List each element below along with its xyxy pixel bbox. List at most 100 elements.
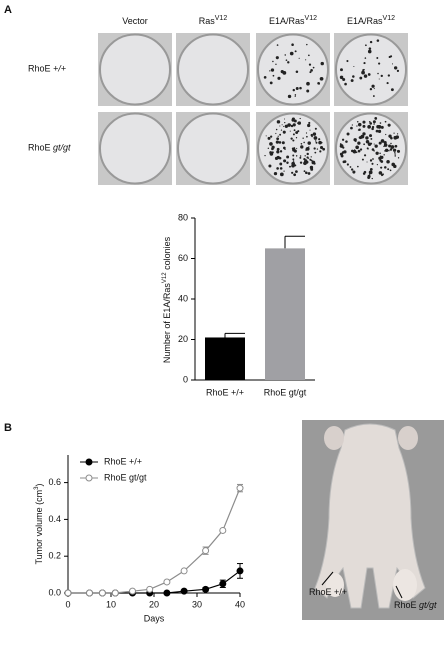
colony <box>292 139 295 142</box>
colony <box>312 66 315 69</box>
colony <box>367 49 372 54</box>
colony <box>353 138 357 142</box>
colony <box>364 57 367 59</box>
colony <box>270 68 275 72</box>
colony <box>383 140 387 145</box>
colony <box>339 146 341 148</box>
y-tick-label: 0.0 <box>48 587 61 597</box>
colony <box>282 146 286 150</box>
header-sup: V12 <box>383 15 396 22</box>
colony <box>396 149 401 153</box>
colony <box>375 129 379 133</box>
colony <box>284 122 286 124</box>
colony <box>295 137 298 139</box>
point <box>98 589 106 597</box>
colony <box>279 167 283 170</box>
colony <box>388 134 392 138</box>
colony <box>375 151 379 155</box>
colony <box>278 156 282 160</box>
colony <box>284 148 286 151</box>
colony <box>366 161 368 163</box>
colony <box>378 156 382 160</box>
row-label: RhoE gt/gt <box>28 143 71 153</box>
colony <box>387 123 391 127</box>
colony <box>315 141 318 144</box>
colony <box>299 161 303 164</box>
colony <box>379 159 382 162</box>
colony <box>296 147 298 149</box>
colony <box>274 156 279 160</box>
colony <box>294 94 297 96</box>
colony <box>368 170 373 175</box>
colony <box>292 133 295 136</box>
x-tick-label: RhoE +/+ <box>206 387 244 397</box>
colony <box>368 121 371 123</box>
y-tick-label: 0.4 <box>48 514 61 524</box>
colony <box>314 127 317 130</box>
colony <box>352 149 357 154</box>
tumor <box>393 569 417 601</box>
colony <box>294 95 296 97</box>
colony <box>307 172 311 175</box>
colony <box>318 82 321 85</box>
colony <box>355 151 358 154</box>
colony <box>310 68 313 72</box>
colony <box>265 135 267 137</box>
x-tick-label: RhoE gt/gt <box>264 387 307 397</box>
colony <box>313 147 316 150</box>
colony <box>351 149 354 153</box>
colony <box>350 79 354 83</box>
colony <box>377 72 379 75</box>
colony <box>307 123 311 128</box>
colony <box>292 154 295 157</box>
label-text: Tumor volume (cm <box>34 490 44 565</box>
colony <box>389 148 393 151</box>
colony <box>380 74 383 78</box>
colony <box>354 149 356 151</box>
label-genotype: gt/gt <box>419 600 437 610</box>
colony <box>362 124 366 128</box>
colony <box>295 131 299 134</box>
arrow <box>321 571 334 586</box>
colony <box>357 122 362 127</box>
colony <box>373 143 375 145</box>
colony <box>379 122 382 124</box>
colony <box>371 177 373 180</box>
colony <box>306 152 309 156</box>
header-text: Ras <box>199 16 216 26</box>
colony <box>342 160 346 164</box>
colony <box>394 152 396 154</box>
colony <box>287 123 291 127</box>
colony <box>367 175 371 179</box>
y-tick-label: 40 <box>178 293 188 303</box>
colony <box>372 95 375 97</box>
colony <box>275 140 280 144</box>
colony <box>276 137 280 141</box>
colony <box>276 150 280 154</box>
colony <box>269 151 273 155</box>
colony <box>369 159 373 162</box>
header-text: E1A/Ras <box>347 16 383 26</box>
colony <box>386 81 389 85</box>
colony <box>397 157 400 159</box>
colony <box>373 123 375 125</box>
colony <box>307 157 310 159</box>
row-name: RhoE <box>28 143 51 153</box>
colony <box>299 155 302 157</box>
plate <box>99 112 171 185</box>
colony <box>390 88 394 92</box>
colony <box>355 145 359 150</box>
colony <box>396 69 400 73</box>
colony <box>339 143 342 145</box>
colony <box>271 145 275 149</box>
colony <box>286 155 290 159</box>
colony <box>314 151 317 154</box>
colony <box>392 148 397 152</box>
colony <box>362 132 366 136</box>
colony <box>345 140 348 143</box>
point <box>86 589 93 597</box>
label-name: RhoE <box>309 587 332 597</box>
colony <box>383 143 388 147</box>
colony <box>376 124 380 129</box>
